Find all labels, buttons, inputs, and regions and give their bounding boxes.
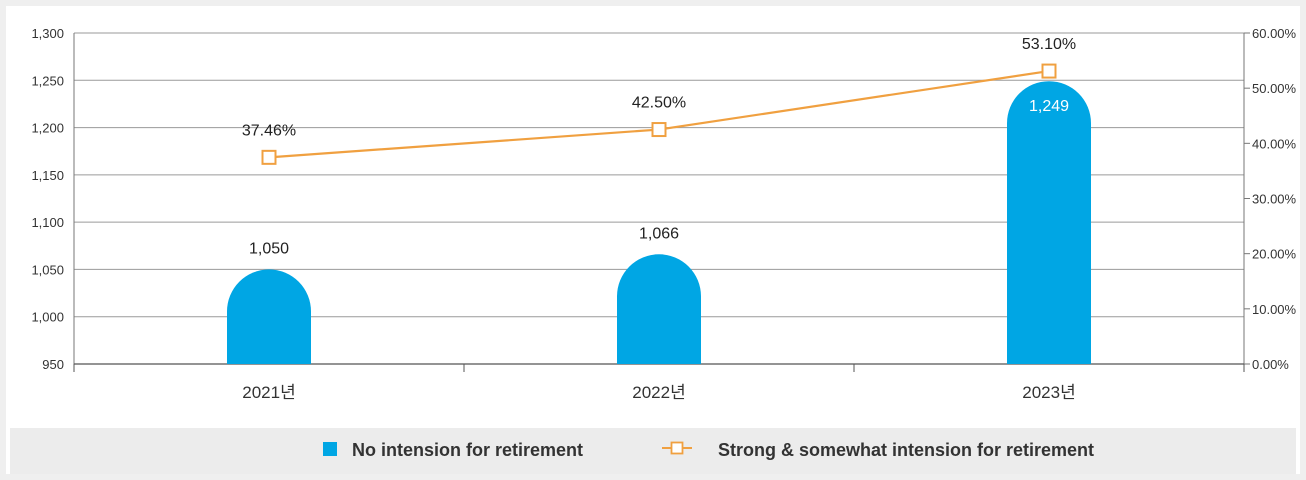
bar: [617, 254, 701, 364]
y-left-tick-label: 1,100: [31, 215, 64, 230]
y-right-tick-label: 20.00%: [1252, 247, 1297, 262]
legend-label-bar: No intension for retirement: [352, 440, 583, 460]
y-left-tick-label: 1,250: [31, 73, 64, 88]
y-right-tick-label: 30.00%: [1252, 192, 1297, 207]
line-point: [1041, 63, 1057, 79]
y-right-tick-label: 50.00%: [1252, 81, 1297, 96]
bar-data-label: 1,249: [1029, 98, 1069, 115]
legend-swatch-marker: [670, 441, 684, 455]
line-data-label: 53.10%: [1022, 36, 1076, 53]
line-data-label: 42.50%: [632, 95, 686, 112]
x-tick-label: 2022년: [632, 383, 685, 402]
y-left-tick-label: 1,000: [31, 310, 64, 325]
chart-frame: 950 1,000 1,050 1,100 1,150 1,200 1,250 1,300 0.…: [6, 6, 1300, 474]
y-left-tick-label: 1,150: [31, 168, 64, 183]
line-point: [651, 122, 667, 138]
bar-data-label: 1,066: [639, 225, 679, 242]
y-right-tick-label: 0.00%: [1252, 357, 1289, 372]
y-left-tick-label: 1,200: [31, 121, 64, 136]
x-tick-label: 2023년: [1022, 383, 1075, 402]
series-line: [268, 69, 1050, 159]
y-right-tick-label: 40.00%: [1252, 136, 1297, 151]
y-right-tick-label: 60.00%: [1252, 26, 1297, 41]
y-right-tick-label: 10.00%: [1252, 302, 1297, 317]
legend-label-line: Strong & somewhat intension for retireme…: [718, 440, 1094, 460]
x-tick-label: 2021년: [242, 383, 295, 402]
bar: [227, 269, 311, 364]
y-left-tick-label: 1,300: [31, 26, 64, 41]
bar: [1007, 81, 1091, 364]
bar-data-label: 1,050: [249, 240, 289, 257]
line-point: [261, 149, 277, 165]
y-left-tick-label: 1,050: [31, 262, 64, 277]
legend-box: [10, 428, 1296, 474]
combo-chart: 950 1,000 1,050 1,100 1,150 1,200 1,250 1,300 0.…: [10, 26, 1297, 474]
legend-swatch-bar: [323, 442, 337, 456]
line-data-label: 37.46%: [242, 122, 296, 139]
y-left-tick-label: 950: [42, 357, 64, 372]
